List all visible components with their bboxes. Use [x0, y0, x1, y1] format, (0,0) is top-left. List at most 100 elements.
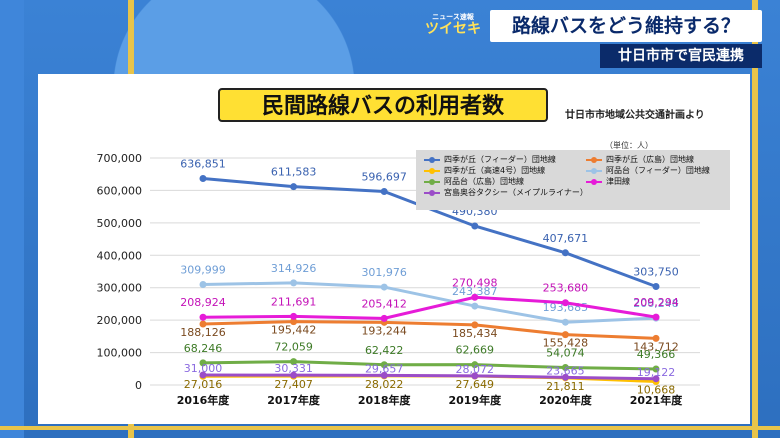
data-label: 253,680 — [543, 282, 589, 295]
y-tick-label: 300,000 — [97, 282, 143, 295]
data-point — [199, 371, 207, 379]
data-label: 303,750 — [633, 265, 679, 278]
legend-swatch — [424, 178, 440, 185]
data-point — [199, 320, 207, 328]
data-label: 27,407 — [274, 378, 313, 391]
data-label: 30,331 — [274, 362, 313, 375]
data-label: 208,924 — [180, 296, 226, 309]
data-label: 206,248 — [633, 297, 679, 310]
x-tick-label: 2020年度 — [539, 393, 593, 407]
data-label: 10,668 — [637, 384, 676, 397]
y-tick-label: 200,000 — [97, 314, 143, 327]
legend-swatch — [586, 178, 602, 185]
data-label: 205,412 — [361, 297, 407, 310]
y-tick-label: 400,000 — [97, 249, 143, 262]
x-tick-label: 2021年度 — [630, 393, 684, 407]
gold-bar-bottom — [0, 426, 780, 430]
y-tick-label: 600,000 — [97, 184, 143, 197]
data-point — [471, 222, 479, 230]
data-point — [290, 358, 298, 366]
data-label: 185,434 — [452, 327, 498, 340]
series-line — [202, 295, 657, 320]
data-label: 211,691 — [271, 295, 317, 308]
legend-label: 阿品台（フィーダー）団地線 — [606, 166, 710, 175]
data-point — [290, 318, 298, 326]
legend-swatch — [424, 189, 440, 196]
data-label: 27,649 — [456, 378, 495, 391]
legend-label: 津田線 — [606, 177, 630, 186]
data-point — [380, 371, 388, 379]
data-label: 49,366 — [637, 348, 676, 361]
legend-item: 宮島奥谷タクシー（メイプルライナー） — [424, 187, 588, 198]
show-logo-main: ツイセキ — [425, 21, 481, 37]
series-line — [202, 281, 657, 324]
data-label: 155,428 — [543, 337, 589, 350]
data-label: 68,246 — [184, 342, 223, 355]
legend-swatch — [586, 156, 602, 163]
headline: 路線バスをどう維持する？ — [490, 10, 762, 42]
data-point — [471, 302, 479, 310]
data-point — [290, 312, 298, 320]
data-point — [471, 293, 479, 301]
data-label: 636,851 — [180, 157, 226, 170]
data-point — [561, 249, 569, 257]
x-tick-label: 2016年度 — [177, 393, 231, 407]
legend-swatch — [424, 167, 440, 174]
data-point — [471, 361, 479, 369]
data-point — [652, 313, 660, 321]
series-line — [202, 320, 657, 340]
gold-bar-right — [752, 0, 758, 438]
legend-swatch — [424, 156, 440, 163]
data-label: 62,669 — [456, 344, 495, 357]
legend-swatch — [586, 167, 602, 174]
data-point — [199, 174, 207, 182]
legend-label: 宮島奥谷タクシー（メイプルライナー） — [444, 188, 588, 197]
x-tick-label: 2018年度 — [358, 393, 412, 407]
data-point — [199, 280, 207, 288]
legend-item: 津田線 — [586, 176, 630, 187]
legend-item: 四季が丘（高速4号）団地線 — [424, 165, 545, 176]
data-point — [199, 313, 207, 321]
legend-label: 四季が丘（高速4号）団地線 — [444, 166, 546, 175]
data-label: 309,999 — [180, 263, 226, 276]
data-point — [471, 321, 479, 329]
data-label: 62,422 — [365, 344, 404, 357]
data-label: 188,126 — [180, 326, 226, 339]
data-label: 21,811 — [546, 380, 585, 393]
data-point — [471, 372, 479, 380]
data-label: 209,294 — [633, 296, 679, 309]
x-tick-label: 2019年度 — [448, 393, 502, 407]
x-tick-label: 2017年度 — [267, 393, 321, 407]
data-label: 596,697 — [361, 170, 407, 183]
data-point — [561, 331, 569, 339]
unit-label: （単位：人） — [605, 141, 653, 150]
data-label: 28,022 — [365, 378, 404, 391]
data-label: 301,976 — [361, 266, 407, 279]
data-label: 72,059 — [274, 341, 313, 354]
data-point — [652, 334, 660, 342]
data-label: 611,583 — [271, 166, 317, 179]
data-point — [561, 299, 569, 307]
data-point — [290, 371, 298, 379]
data-label: 23,665 — [546, 364, 585, 377]
data-label: 31,000 — [184, 362, 223, 375]
legend-label: 阿品台（広島）団地線 — [444, 177, 524, 186]
data-label: 29,657 — [365, 362, 404, 375]
chart-legend: 四季が丘（フィーダー）団地線 四季が丘（広島）団地線 四季が丘（高速4号）団地線 阿品… — [416, 150, 730, 210]
legend-item: 阿品台（フィーダー）団地線 — [586, 165, 710, 176]
data-point — [380, 283, 388, 291]
y-tick-label: 500,000 — [97, 217, 143, 230]
subhead: 廿日市市で官民連携 — [600, 44, 762, 68]
show-logo-top: ニュース速報 — [432, 13, 474, 21]
data-point — [380, 361, 388, 369]
data-point — [652, 365, 660, 373]
legend-item: 阿品台（広島）団地線 — [424, 176, 524, 187]
data-label: 54,074 — [546, 346, 585, 359]
data-label: 314,926 — [271, 262, 317, 275]
series-line — [202, 360, 657, 371]
legend-item: 四季が丘（フィーダー）団地線 — [424, 154, 556, 165]
data-label: 19,122 — [637, 366, 676, 379]
legend-label: 四季が丘（広島）団地線 — [606, 155, 694, 164]
data-point — [380, 314, 388, 322]
